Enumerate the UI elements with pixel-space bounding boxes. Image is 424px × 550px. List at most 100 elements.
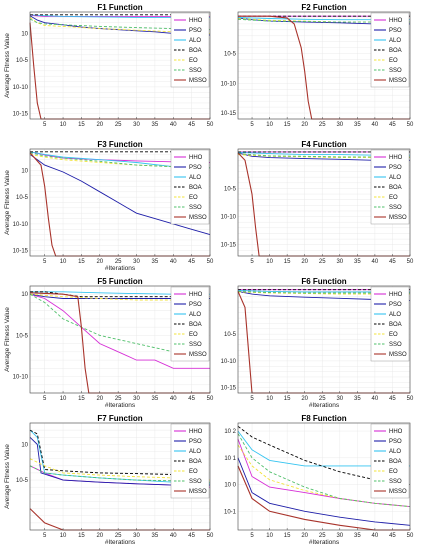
- legend-label-sso: SSO: [389, 68, 402, 74]
- legend-label-pso: PSO: [389, 302, 402, 308]
- x-tick-label: 10: [60, 396, 67, 402]
- series-line-hho: [29, 293, 210, 369]
- legend-label-hho: HHO: [389, 155, 403, 161]
- y-tick-label: 10: [21, 31, 28, 37]
- chart-panel-4: 5 10 15 20 25 30 35 40 45 50 10-15 10-10 10-5 F4 Func…: [221, 140, 414, 265]
- x-tick-label: 10: [60, 122, 67, 128]
- x-tick-label: 40: [372, 533, 379, 539]
- legend-label-pso: PSO: [189, 28, 202, 34]
- x-tick-label: 35: [354, 396, 361, 402]
- legend-label-hho: HHO: [389, 292, 403, 298]
- legend-label-boa: BOA: [189, 185, 202, 191]
- legend-label-eo: EO: [189, 195, 198, 201]
- y-tick-label: 10 0: [224, 483, 236, 489]
- x-tick-label: 45: [389, 396, 396, 402]
- legend-box: [370, 149, 410, 225]
- x-tick-label: 25: [115, 396, 122, 402]
- legend-label-boa: BOA: [189, 322, 202, 328]
- axes-frame: [29, 148, 211, 257]
- x-tick-label: 50: [407, 533, 414, 539]
- y-tick-label: 10-10: [13, 85, 29, 91]
- chart-title: F4 Function: [301, 140, 346, 149]
- legend-box: [170, 423, 210, 499]
- y-tick-label: 10: [21, 442, 28, 448]
- x-tick-label: 45: [188, 533, 195, 539]
- x-tick-label: 50: [207, 122, 214, 128]
- legend-label-eo: EO: [189, 58, 198, 64]
- x-tick-label: 30: [336, 259, 343, 265]
- legend-label-boa: BOA: [389, 185, 402, 191]
- series-line-boa: [237, 425, 411, 486]
- legend-label-eo: EO: [389, 58, 398, 64]
- x-tick-label: 20: [301, 122, 308, 128]
- chart-panel-2: 5 10 15 20 25 30 35 40 45 50 10-15 10-10 10-5 F2 Func…: [221, 3, 414, 128]
- legend-label-sso: SSO: [189, 479, 202, 485]
- x-axis-label: #Iterations: [309, 539, 340, 546]
- x-tick-label: 25: [319, 533, 326, 539]
- chart-panel-8: 5 10 15 20 25 30 35 40 45 50 10 2 10 1 10 0 10-1 F8 Fu…: [224, 414, 414, 546]
- x-tick-label: 40: [372, 396, 379, 402]
- legend-label-hho: HHO: [389, 429, 403, 435]
- legend: HHO PSO ALO BOA EO SSO MSSO: [170, 423, 210, 499]
- x-tick-label: 50: [207, 533, 214, 539]
- x-tick-label: 10: [60, 533, 67, 539]
- chart-title: F1 Function: [97, 3, 142, 12]
- legend-label-msso: MSSO: [189, 78, 207, 84]
- series-line-boa: [29, 429, 211, 476]
- x-tick-label: 40: [170, 122, 177, 128]
- x-tick-label: 50: [207, 396, 214, 402]
- x-tick-label: 25: [319, 396, 326, 402]
- legend-label-hho: HHO: [389, 18, 403, 24]
- legend-label-pso: PSO: [389, 439, 402, 445]
- y-axis-label: Average Fitness Value: [4, 170, 11, 235]
- x-axis-label: #Iterations: [309, 402, 340, 409]
- legend-box: [170, 286, 210, 362]
- x-tick-label: 5: [43, 259, 47, 265]
- axes-frame: [29, 11, 211, 120]
- legend-label-alo: ALO: [189, 175, 201, 181]
- legend-label-hho: HHO: [189, 18, 203, 24]
- x-tick-label: 40: [170, 259, 177, 265]
- axes-frame: [237, 285, 411, 394]
- legend-label-msso: MSSO: [189, 489, 207, 495]
- legend-label-boa: BOA: [189, 48, 202, 54]
- y-tick-label: 10-5: [224, 52, 237, 58]
- series-line-pso: [29, 154, 211, 236]
- legend: HHO PSO ALO BOA EO SSO MSSO: [370, 12, 410, 88]
- chart-panel-5: 5 10 15 20 25 30 35 40 45 50 10-10 10-5 10 F5 Functio…: [4, 277, 214, 409]
- x-tick-label: 50: [207, 259, 214, 265]
- x-tick-label: 45: [389, 122, 396, 128]
- x-tick-label: 30: [336, 122, 343, 128]
- chart-panel-7: 5 10 15 20 25 30 35 40 45 50 10-5 10 F7 Function #Ite…: [4, 414, 214, 546]
- x-tick-label: 15: [284, 533, 291, 539]
- x-tick-label: 20: [301, 533, 308, 539]
- legend-label-alo: ALO: [189, 38, 201, 44]
- x-tick-label: 35: [354, 122, 361, 128]
- legend-label-sso: SSO: [189, 205, 202, 211]
- x-tick-label: 20: [96, 122, 103, 128]
- x-tick-label: 45: [188, 396, 195, 402]
- legend-label-eo: EO: [389, 195, 398, 201]
- legend-box: [370, 423, 410, 499]
- series-line-alo: [29, 429, 211, 485]
- x-tick-label: 30: [336, 533, 343, 539]
- chart-panel-6: 5 10 15 20 25 30 35 40 45 50 10-15 10-10 10-5 F6 Func…: [221, 277, 414, 409]
- legend-label-alo: ALO: [389, 312, 401, 318]
- x-tick-label: 45: [188, 259, 195, 265]
- x-tick-label: 5: [250, 533, 254, 539]
- series-line-pso: [29, 436, 210, 486]
- x-tick-label: 15: [284, 259, 291, 265]
- x-axis-label: #Iterations: [105, 402, 136, 409]
- legend-label-alo: ALO: [389, 175, 401, 181]
- legend-label-eo: EO: [189, 469, 198, 475]
- series-line-msso: [238, 15, 410, 120]
- x-tick-label: 5: [43, 396, 47, 402]
- x-tick-label: 30: [133, 533, 140, 539]
- x-tick-label: 15: [78, 122, 85, 128]
- y-tick-label: 10-5: [224, 332, 237, 338]
- x-tick-label: 10: [266, 122, 273, 128]
- y-tick-label: 10-5: [16, 58, 29, 64]
- series-line-sso: [237, 433, 411, 508]
- chart-title: F2 Function: [301, 3, 346, 12]
